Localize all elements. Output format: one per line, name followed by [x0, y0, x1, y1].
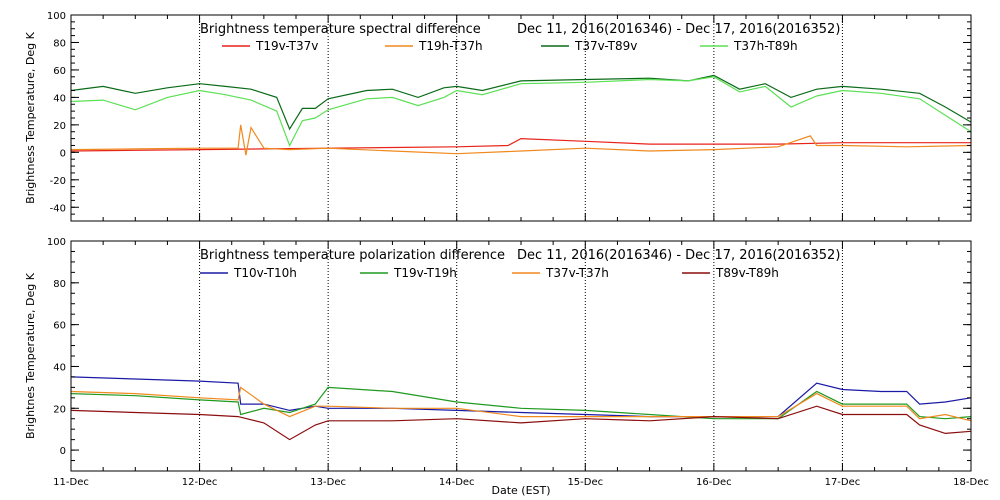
legend-label: T10v-T10h — [233, 266, 297, 280]
chart-subtitle: Dec 11, 2016(2016346) - Dec 17, 2016(201… — [517, 248, 840, 263]
legend-label: T19v-T37v — [255, 39, 318, 53]
x-tick-label: 14-Dec — [439, 477, 475, 488]
chart-subtitle: Dec 11, 2016(2016346) - Dec 17, 2016(201… — [517, 22, 840, 37]
y-tick-label: 80 — [53, 279, 66, 290]
series-line-T19h-T37h — [70, 124, 972, 156]
y-tick-label: 40 — [53, 93, 66, 104]
plot-frame — [70, 240, 972, 472]
legend-label: T37v-T89v — [574, 39, 637, 53]
chart-title: Brightness temperature polarization diff… — [200, 248, 505, 263]
y-tick-label: 100 — [47, 11, 66, 22]
chart-title: Brightness temperature spectral differen… — [200, 22, 481, 37]
x-tick-label: 11-Dec — [53, 477, 89, 488]
x-tick-label: 12-Dec — [182, 477, 218, 488]
series-line-T37h-T89h — [70, 76, 972, 147]
y-tick-label: 20 — [53, 121, 66, 132]
y-tick-label: 0 — [60, 148, 66, 159]
plot-frame — [70, 14, 972, 222]
y-tick-label: 0 — [60, 446, 66, 457]
y-tick-label: -20 — [50, 176, 66, 187]
series-line-T37v-T37h — [70, 386, 972, 422]
y-tick-label: 100 — [47, 237, 66, 248]
y-tick-label: 20 — [53, 404, 66, 415]
x-tick-label: 15-Dec — [567, 477, 603, 488]
legend-label: T89v-T89h — [715, 266, 779, 280]
x-tick-label: 17-Dec — [825, 477, 861, 488]
series-line-T19v-T37v — [70, 137, 971, 152]
x-tick-label: 18-Dec — [953, 477, 989, 488]
x-axis-title: Date (EST) — [491, 484, 550, 497]
series-line-T19v-T19h — [70, 386, 972, 420]
legend-label: T19h-T37h — [418, 39, 483, 53]
series-line-T10v-T10h — [70, 376, 972, 418]
series-line-T37v-T89v — [70, 74, 972, 131]
y-tick-label: 60 — [53, 321, 66, 332]
x-tick-label: 13-Dec — [310, 477, 346, 488]
legend-label: T37v-T37h — [545, 266, 609, 280]
legend-label: T37h-T89h — [733, 39, 798, 53]
series-line-T89v-T89h — [70, 405, 972, 441]
y-axis-title: Brightness Temperature, Deg K — [24, 31, 37, 203]
y-tick-label: 80 — [53, 38, 66, 49]
legend-label: T19v-T19h — [393, 266, 457, 280]
y-tick-label: -40 — [50, 203, 66, 214]
y-tick-label: 40 — [53, 362, 66, 373]
chart-panel-1: -40 -20 0 20 40 60 80 100 Brightness Temperature… — [24, 11, 972, 222]
x-tick-label: 16-Dec — [696, 477, 732, 488]
y-tick-label: 60 — [53, 66, 66, 77]
chart-panel-2: 0 20 40 60 80 100 11-Dec 12-Dec 13-Dec 14-Dec 15-D… — [24, 237, 989, 497]
y-axis-title: Brightnes Temperature, Deg K — [24, 272, 37, 439]
